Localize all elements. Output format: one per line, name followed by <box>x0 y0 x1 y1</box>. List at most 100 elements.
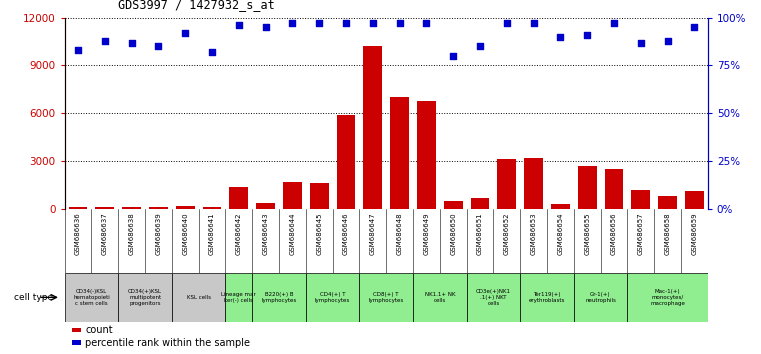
Bar <box>521 273 574 322</box>
Point <box>661 38 673 44</box>
Point <box>447 53 460 59</box>
Bar <box>283 182 302 209</box>
Text: GSM686659: GSM686659 <box>691 212 697 255</box>
Bar <box>466 273 521 322</box>
Text: GSM686647: GSM686647 <box>370 212 376 255</box>
Point <box>99 38 111 44</box>
Bar <box>632 190 650 209</box>
Bar <box>685 191 704 209</box>
Point <box>527 21 540 26</box>
Text: GSM686648: GSM686648 <box>396 212 403 255</box>
Text: CD3e(+)NK1
.1(+) NKT
cells: CD3e(+)NK1 .1(+) NKT cells <box>476 289 511 306</box>
Text: GSM686636: GSM686636 <box>75 212 81 255</box>
Point <box>554 34 566 40</box>
Point <box>581 32 594 38</box>
Bar <box>202 207 221 209</box>
Bar <box>444 201 463 209</box>
Bar <box>364 46 382 209</box>
Text: GSM686652: GSM686652 <box>504 212 510 255</box>
Text: Lineage mar
ker(-) cells: Lineage mar ker(-) cells <box>221 292 256 303</box>
Text: CD4(+) T
lymphocytes: CD4(+) T lymphocytes <box>315 292 350 303</box>
Text: GSM686638: GSM686638 <box>129 212 135 255</box>
Bar <box>68 207 88 209</box>
Point <box>313 21 325 26</box>
Text: CD34(+)KSL
multipotent
progenitors: CD34(+)KSL multipotent progenitors <box>128 289 162 306</box>
Point <box>501 21 513 26</box>
Text: GSM686655: GSM686655 <box>584 212 591 255</box>
Text: CD34(-)KSL
hematopoieti
c stem cells: CD34(-)KSL hematopoieti c stem cells <box>73 289 110 306</box>
Point <box>286 21 298 26</box>
Bar <box>225 273 252 322</box>
Bar <box>176 206 195 209</box>
Bar <box>359 273 413 322</box>
Text: GSM686651: GSM686651 <box>477 212 483 255</box>
Point <box>179 30 191 36</box>
Text: Gr-1(+)
neutrophils: Gr-1(+) neutrophils <box>585 292 616 303</box>
Bar <box>95 207 114 209</box>
Bar <box>65 273 118 322</box>
Text: Mac-1(+)
monocytes/
macrophage: Mac-1(+) monocytes/ macrophage <box>650 289 685 306</box>
Bar <box>658 196 677 209</box>
Text: GSM686657: GSM686657 <box>638 212 644 255</box>
Bar <box>498 159 516 209</box>
Bar <box>578 166 597 209</box>
Text: NK1.1+ NK
cells: NK1.1+ NK cells <box>425 292 455 303</box>
Point <box>72 47 84 53</box>
Point <box>126 40 138 45</box>
Text: GSM686644: GSM686644 <box>289 212 295 255</box>
Text: Ter119(+)
erythroblasts: Ter119(+) erythroblasts <box>529 292 565 303</box>
Text: CD8(+) T
lymphocytes: CD8(+) T lymphocytes <box>368 292 404 303</box>
Point <box>635 40 647 45</box>
Text: GSM686643: GSM686643 <box>263 212 269 255</box>
Text: GSM686658: GSM686658 <box>664 212 670 255</box>
Bar <box>310 183 329 209</box>
Text: GSM686645: GSM686645 <box>317 212 322 255</box>
Text: GSM686639: GSM686639 <box>155 212 161 255</box>
Bar <box>256 203 275 209</box>
Text: count: count <box>85 325 113 335</box>
Point <box>206 49 218 55</box>
Point <box>474 44 486 49</box>
Point <box>367 21 379 26</box>
Text: GSM686641: GSM686641 <box>209 212 215 255</box>
Text: GSM686656: GSM686656 <box>611 212 617 255</box>
Bar <box>390 97 409 209</box>
Bar <box>627 273 708 322</box>
Text: GSM686654: GSM686654 <box>557 212 563 255</box>
Bar <box>118 273 172 322</box>
Point <box>608 21 620 26</box>
Point <box>233 23 245 28</box>
Text: KSL cells: KSL cells <box>186 295 211 300</box>
Text: GSM686646: GSM686646 <box>343 212 349 255</box>
Bar <box>123 207 141 209</box>
Point <box>340 21 352 26</box>
Point <box>152 44 164 49</box>
Bar <box>470 198 489 209</box>
Text: GSM686642: GSM686642 <box>236 212 242 255</box>
Bar <box>413 273 466 322</box>
Bar <box>336 115 355 209</box>
Bar <box>230 187 248 209</box>
Text: cell type: cell type <box>14 293 53 302</box>
Bar <box>306 273 359 322</box>
Text: GSM686653: GSM686653 <box>530 212 537 255</box>
Text: GSM686637: GSM686637 <box>102 212 108 255</box>
Text: percentile rank within the sample: percentile rank within the sample <box>85 337 250 348</box>
Bar <box>417 101 436 209</box>
Bar <box>149 207 168 209</box>
Text: GSM686650: GSM686650 <box>451 212 456 255</box>
Bar <box>574 273 627 322</box>
Bar <box>551 204 570 209</box>
Point <box>393 21 406 26</box>
Text: GSM686649: GSM686649 <box>423 212 429 255</box>
Bar <box>172 273 225 322</box>
Bar <box>252 273 306 322</box>
Bar <box>524 158 543 209</box>
Text: GDS3997 / 1427932_s_at: GDS3997 / 1427932_s_at <box>118 0 275 11</box>
Text: GSM686640: GSM686640 <box>182 212 188 255</box>
Bar <box>604 169 623 209</box>
Point <box>260 24 272 30</box>
Point <box>688 24 700 30</box>
Point <box>420 21 432 26</box>
Text: B220(+) B
lymphocytes: B220(+) B lymphocytes <box>262 292 297 303</box>
